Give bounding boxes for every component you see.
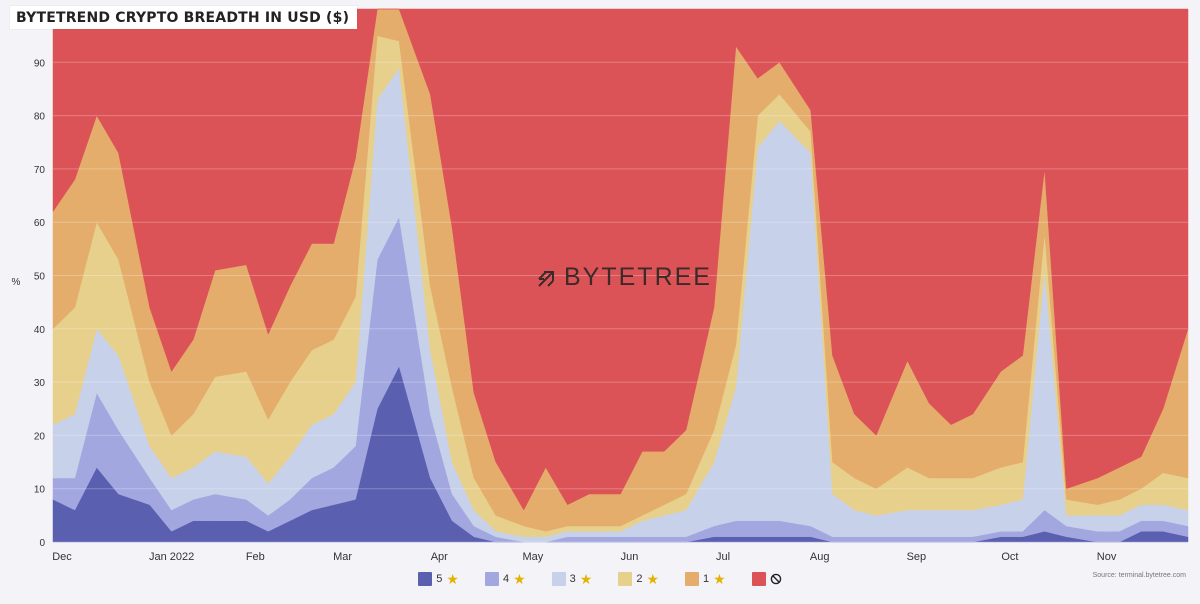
x-tick-label: Mar — [333, 551, 352, 563]
y-tick-label: 50 — [34, 272, 46, 283]
no-entry-icon — [770, 573, 782, 585]
bytetree-watermark: BYTETREE — [536, 263, 712, 292]
legend-item-s5[interactable]: 5 ★ — [418, 572, 459, 586]
legend-swatch — [484, 572, 499, 586]
legend-label: 4 — [502, 573, 510, 585]
star-icon: ★ — [713, 571, 726, 587]
legend-swatch — [551, 572, 566, 586]
x-tick-label: May — [522, 551, 543, 563]
watermark-text: BYTETREE — [564, 263, 712, 291]
legend-swatch — [685, 572, 700, 586]
y-axis-ticks: 0 10 20 30 40 50 60 70 80 90 — [34, 58, 1188, 549]
star-icon: ★ — [446, 571, 459, 587]
legend-item-s2[interactable]: 2 ★ — [618, 572, 659, 586]
legend-label: 1 — [703, 573, 710, 585]
x-tick-label: Aug — [810, 551, 830, 563]
y-tick-label: 80 — [34, 112, 46, 123]
bytetree-logo-icon — [538, 270, 554, 287]
star-icon: ★ — [579, 571, 593, 587]
chart-title: BYTETREND CRYPTO BREADTH IN USD ($) — [10, 6, 358, 29]
y-tick-label: 70 — [34, 165, 46, 176]
legend-swatch — [418, 572, 433, 586]
legend-swatch — [618, 572, 633, 586]
y-tick-label: 60 — [34, 218, 46, 229]
legend-item-s3[interactable]: 3 ★ — [551, 571, 593, 587]
x-tick-label: Jan 2022 — [149, 551, 194, 563]
y-axis-label: % — [12, 277, 21, 288]
y-tick-label: 20 — [34, 431, 46, 442]
x-tick-label: Dec — [52, 551, 72, 563]
area-layer — [52, 8, 1189, 543]
y-tick-label: 10 — [34, 485, 46, 496]
legend-item-s4[interactable]: 4 ★ — [484, 571, 526, 587]
legend-item-none[interactable] — [751, 572, 782, 586]
chart-legend: 5 ★ 4 ★ 3 ★ 2 ★ 1 ★ — [0, 572, 1200, 586]
x-tick-label: Jul — [716, 551, 730, 563]
y-tick-label: 30 — [34, 378, 46, 389]
y-tick-label: 0 — [39, 538, 45, 549]
x-axis-ticks: Dec Jan 2022 Feb Mar Apr May Jun Jul Aug Sep Oct No… — [52, 551, 1117, 563]
star-icon: ★ — [513, 571, 526, 587]
legend-item-s1[interactable]: 1 ★ — [685, 572, 726, 586]
y-tick-label: 40 — [34, 325, 46, 336]
x-tick-label: Apr — [431, 551, 448, 563]
legend-label: 2 — [636, 573, 643, 585]
legend-label: 3 — [569, 573, 576, 585]
y-tick-label: 90 — [34, 58, 46, 69]
x-tick-label: Sep — [907, 551, 927, 563]
legend-label: 5 — [436, 573, 443, 585]
source-note: Source: terminal.bytetree.com — [1092, 572, 1186, 579]
x-tick-label: Feb — [246, 551, 265, 563]
area-series-none — [52, 8, 1189, 511]
x-tick-label: Oct — [1001, 551, 1018, 563]
x-tick-label: Nov — [1097, 551, 1117, 563]
legend-swatch — [751, 572, 766, 586]
x-tick-label: Jun — [621, 551, 639, 563]
star-icon: ★ — [646, 571, 660, 587]
